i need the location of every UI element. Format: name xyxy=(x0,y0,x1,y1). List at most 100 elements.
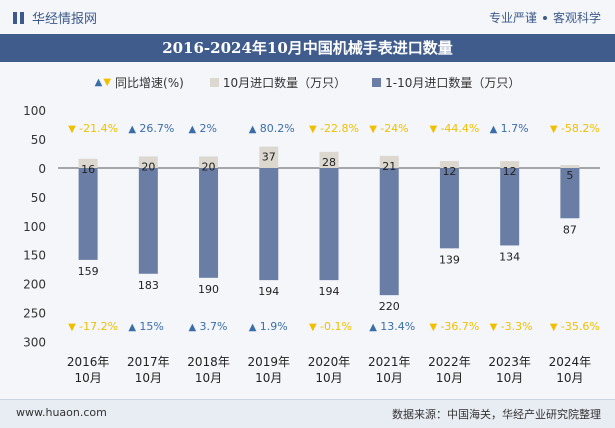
x-tick-label-year: 2018年 xyxy=(187,355,230,369)
cum-bar xyxy=(138,168,158,274)
legend-cum-swatch xyxy=(372,77,382,87)
x-tick-label-month: 10月 xyxy=(556,371,583,385)
down-triangle-icon: ▼ xyxy=(68,322,76,333)
chart-legend: ▲ ▼ 同比增速(%) 10月进口数量（万只） 1-10月进口数量（万只） xyxy=(0,72,615,92)
y-tick-label: 150 xyxy=(23,249,46,263)
cum-bar xyxy=(259,168,279,281)
legend-oct: 10月进口数量（万只） xyxy=(209,72,347,92)
x-tick-label-year: 2019年 xyxy=(248,355,291,369)
cum-growth-label: 13.4% xyxy=(380,320,415,333)
cum-value-label: 194 xyxy=(258,285,279,298)
chart-title: 2016-2024年10月中国机械手表进口数量 xyxy=(0,34,615,62)
x-tick-label-month: 10月 xyxy=(376,371,403,385)
cum-growth-label: 3.7% xyxy=(200,320,228,333)
cum-value-label: 87 xyxy=(563,223,577,236)
down-triangle-icon: ▼ xyxy=(369,124,377,135)
down-triangle-icon: ▼ xyxy=(429,124,437,135)
up-triangle-icon: ▲ xyxy=(189,322,197,333)
top-bar: 华经情报网 专业严谨 客观科学 xyxy=(0,0,615,34)
legend-cum: 1-10月进口数量（万只） xyxy=(372,72,520,92)
legend-oct-swatch xyxy=(209,77,219,87)
cum-growth-label: 15% xyxy=(139,320,163,333)
oct-value-label: 37 xyxy=(262,151,276,164)
up-triangle-icon: ▲ xyxy=(94,76,103,88)
down-triangle-icon: ▼ xyxy=(309,322,317,333)
down-triangle-icon: ▼ xyxy=(550,322,558,333)
cum-growth-label: -35.6% xyxy=(561,320,600,333)
x-tick-label-year: 2024年 xyxy=(549,355,592,369)
cum-value-label: 183 xyxy=(138,279,159,292)
cum-growth-label: -17.2% xyxy=(79,320,118,333)
oct-growth-label: -44.4% xyxy=(440,122,479,135)
oct-value-label: 21 xyxy=(382,160,396,173)
cum-value-label: 134 xyxy=(499,250,520,263)
cum-bar xyxy=(439,168,459,249)
up-triangle-icon: ▲ xyxy=(128,322,136,333)
cum-growth-label: -36.7% xyxy=(440,320,479,333)
oct-growth-label: -24% xyxy=(380,122,408,135)
oct-value-label: 28 xyxy=(322,156,336,169)
x-tick-label-month: 10月 xyxy=(315,371,342,385)
x-tick-label-month: 10月 xyxy=(74,371,101,385)
oct-bar xyxy=(439,161,459,168)
oct-value-label: 20 xyxy=(202,160,216,173)
cum-bar xyxy=(78,168,98,260)
oct-growth-label: 80.2% xyxy=(260,122,295,135)
x-tick-label-month: 10月 xyxy=(496,371,523,385)
cum-bar xyxy=(199,168,219,278)
cum-value-label: 190 xyxy=(198,283,219,296)
up-triangle-icon: ▲ xyxy=(249,322,257,333)
oct-value-label: 12 xyxy=(503,165,517,178)
oct-bar xyxy=(199,156,219,168)
cum-growth-label: -0.1% xyxy=(320,320,352,333)
logo-text: 华经情报网 xyxy=(32,12,98,27)
footer-source: 数据来源：中国海关，华经产业研究院整理 xyxy=(392,408,601,421)
oct-bar xyxy=(259,146,279,168)
up-triangle-icon: ▲ xyxy=(490,124,498,135)
y-tick-label: 250 xyxy=(23,307,46,321)
y-tick-label: 200 xyxy=(23,278,46,292)
legend-cum-label: 1-10月进口数量（万只） xyxy=(385,75,521,90)
y-tick-label: 100 xyxy=(23,104,46,118)
up-triangle-icon: ▲ xyxy=(189,124,197,135)
oct-bar xyxy=(138,156,158,168)
logo-icon xyxy=(12,11,26,25)
cum-value-label: 220 xyxy=(379,300,400,313)
tagline-left: 专业严谨 xyxy=(488,11,537,25)
up-triangle-icon: ▲ xyxy=(128,124,136,135)
legend-oct-label: 10月进口数量（万只） xyxy=(222,75,347,90)
x-tick-label-year: 2021年 xyxy=(368,355,411,369)
oct-bar xyxy=(379,155,399,168)
oct-value-label: 20 xyxy=(141,160,155,173)
cum-bar xyxy=(379,168,399,296)
x-tick-label-year: 2020年 xyxy=(308,355,351,369)
oct-growth-label: -22.8% xyxy=(320,122,359,135)
oct-bar xyxy=(500,161,520,168)
cum-value-label: 139 xyxy=(439,253,460,266)
cum-bar xyxy=(319,168,339,281)
y-tick-label: 300 xyxy=(23,335,46,349)
up-triangle-icon: ▲ xyxy=(369,322,377,333)
legend-growth-label: 同比增速(%) xyxy=(115,75,184,90)
down-triangle-icon: ▼ xyxy=(68,124,76,135)
x-tick-label-month: 10月 xyxy=(255,371,282,385)
oct-value-label: 5 xyxy=(566,169,573,182)
cum-bar xyxy=(500,168,520,246)
x-tick-label-month: 10月 xyxy=(436,371,463,385)
x-tick-label-month: 10月 xyxy=(195,371,222,385)
footer: www.huaon.com 数据来源：中国海关，华经产业研究院整理 xyxy=(0,399,615,428)
y-tick-label: 0 xyxy=(38,162,46,176)
oct-growth-label: 26.7% xyxy=(139,122,174,135)
y-tick-label: 100 xyxy=(23,220,46,234)
x-tick-label-year: 2023年 xyxy=(488,355,531,369)
oct-bar xyxy=(78,158,98,168)
tagline-right: 客观科学 xyxy=(552,11,601,25)
down-triangle-icon: ▼ xyxy=(490,322,498,333)
cum-bar xyxy=(560,168,580,219)
oct-growth-label: 2% xyxy=(200,122,217,135)
legend-growth: ▲ ▼ 同比增速(%) xyxy=(95,72,184,92)
oct-growth-label: 1.7% xyxy=(501,122,529,135)
down-triangle-icon: ▼ xyxy=(429,322,437,333)
oct-growth-label: -21.4% xyxy=(79,122,118,135)
